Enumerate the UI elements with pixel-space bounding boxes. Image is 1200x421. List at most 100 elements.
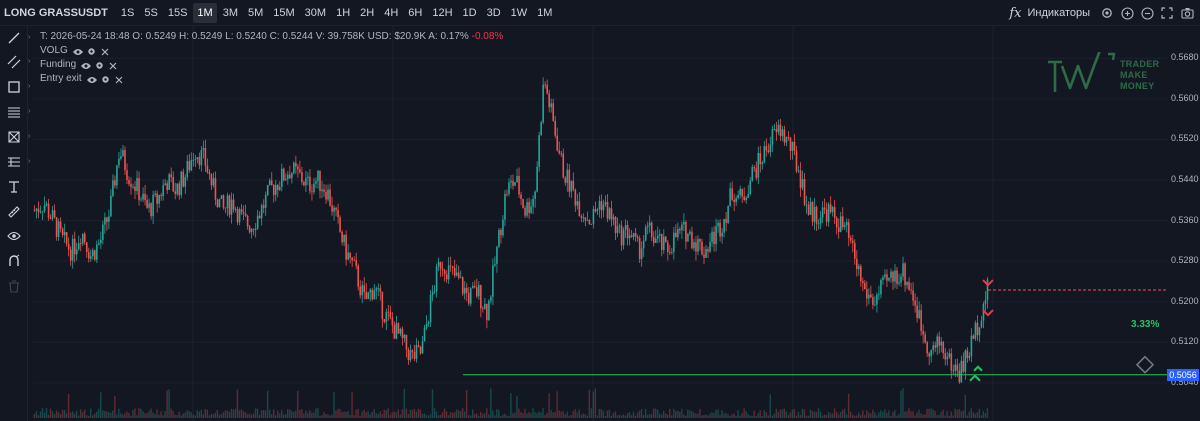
volume-bar bbox=[435, 411, 438, 418]
volume-bar bbox=[753, 410, 755, 418]
close-icon[interactable] bbox=[109, 61, 118, 70]
interval-1w-15[interactable]: 1W bbox=[510, 6, 528, 19]
pattern-icon[interactable] bbox=[4, 127, 24, 147]
trash-icon[interactable] bbox=[4, 276, 24, 296]
fullscreen-icon[interactable] bbox=[1160, 6, 1174, 20]
symbol-title[interactable]: LONG GRASSUSDT bbox=[4, 6, 108, 19]
ruler-icon[interactable] bbox=[4, 202, 24, 222]
candle-body bbox=[602, 204, 605, 211]
interval-3d-14[interactable]: 3D bbox=[486, 6, 501, 19]
volume-bar bbox=[303, 413, 305, 418]
price-axis[interactable]: 0.5680 0.5600 0.5520 0.5440 0.5360 0.5280 0.52… bbox=[1168, 26, 1200, 421]
candle-body bbox=[894, 270, 896, 282]
eye-icon[interactable] bbox=[81, 61, 92, 70]
volume-bar bbox=[628, 412, 631, 418]
camera-icon[interactable] bbox=[1180, 6, 1194, 20]
volume-bar bbox=[144, 413, 146, 418]
volume-bar bbox=[660, 414, 663, 418]
candle-body bbox=[172, 177, 175, 192]
interval-4h-10[interactable]: 4H bbox=[384, 6, 399, 19]
volume-bar bbox=[508, 415, 510, 418]
volume-bar bbox=[150, 408, 152, 418]
expand-arrow-icon[interactable]: › bbox=[28, 58, 31, 65]
candle-body bbox=[711, 231, 713, 242]
volume-bar bbox=[904, 411, 906, 418]
interval-2h-9[interactable]: 2H bbox=[360, 6, 375, 19]
candle-body bbox=[799, 170, 802, 188]
candle-body bbox=[681, 224, 683, 231]
expand-arrow-icon[interactable]: › bbox=[28, 158, 31, 165]
interval-6h-11[interactable]: 6H bbox=[408, 6, 423, 19]
zoom-in-icon[interactable] bbox=[1120, 6, 1134, 20]
expand-arrow-icon[interactable]: › bbox=[28, 34, 31, 41]
candle-body bbox=[397, 323, 400, 334]
volume-bar bbox=[186, 410, 188, 418]
interval-5s-1[interactable]: 5S bbox=[144, 6, 158, 19]
volume-bar bbox=[930, 408, 932, 418]
gear-icon[interactable] bbox=[87, 47, 96, 56]
candle-body bbox=[866, 289, 868, 299]
magnet-icon[interactable] bbox=[4, 251, 24, 271]
zoom-out-icon[interactable] bbox=[1140, 6, 1154, 20]
price-chart[interactable] bbox=[33, 26, 1168, 421]
volume-bar bbox=[656, 409, 659, 418]
volume-bar bbox=[570, 415, 572, 418]
interval-1h-8[interactable]: 1H bbox=[336, 6, 351, 19]
candle-body bbox=[148, 203, 150, 208]
close-icon[interactable] bbox=[101, 47, 110, 56]
gear-icon[interactable] bbox=[95, 61, 104, 70]
interval-15s-2[interactable]: 15S bbox=[167, 6, 188, 19]
candle-body bbox=[106, 217, 108, 222]
interval-30m-7[interactable]: 30M bbox=[304, 6, 327, 19]
gear-icon[interactable] bbox=[101, 75, 110, 84]
interval-1d-13[interactable]: 1D bbox=[462, 6, 477, 19]
expand-arrow-icon[interactable]: › bbox=[28, 83, 31, 90]
candle-body bbox=[528, 202, 530, 213]
candle-body bbox=[797, 170, 800, 172]
expand-arrow-icon[interactable]: › bbox=[28, 108, 31, 115]
volume-bar bbox=[417, 408, 420, 418]
candle-body bbox=[178, 183, 181, 196]
candle-body bbox=[747, 193, 750, 198]
volume-bar bbox=[116, 414, 118, 418]
parallel-channel-icon[interactable] bbox=[4, 52, 24, 72]
volume-bar bbox=[37, 415, 40, 418]
volume-bar bbox=[488, 414, 490, 418]
candle-body bbox=[693, 242, 695, 249]
indicators-button[interactable]: Индикаторы bbox=[1027, 7, 1090, 19]
measure-icon[interactable] bbox=[4, 152, 24, 172]
volume-bar bbox=[425, 415, 428, 418]
interval-3m-4[interactable]: 3M bbox=[222, 6, 238, 19]
expand-arrow-icon[interactable]: › bbox=[28, 133, 31, 140]
eye-icon[interactable] bbox=[4, 226, 24, 246]
interval-5m-5[interactable]: 5M bbox=[247, 6, 264, 19]
volume-bar bbox=[381, 414, 383, 418]
volume-bar bbox=[932, 409, 934, 418]
text-tool-icon[interactable] bbox=[4, 177, 24, 197]
indicator-row: VOLG bbox=[40, 44, 503, 58]
candle-body bbox=[898, 282, 900, 284]
interval-1s-0[interactable]: 1S bbox=[120, 6, 135, 19]
trend-line-icon[interactable] bbox=[4, 28, 24, 48]
volume-bar bbox=[524, 408, 526, 418]
interval-1m-3[interactable]: 1M bbox=[193, 2, 217, 23]
eye-icon[interactable] bbox=[86, 75, 97, 84]
interval-12h-12[interactable]: 12H bbox=[432, 6, 453, 19]
eye-icon[interactable] bbox=[72, 47, 83, 56]
interval-1m-16[interactable]: 1M bbox=[537, 6, 553, 19]
fib-retracement-icon[interactable] bbox=[4, 102, 24, 122]
interval-15m-6[interactable]: 15M bbox=[273, 6, 295, 19]
close-icon[interactable] bbox=[115, 75, 124, 84]
volume-bar bbox=[393, 411, 395, 418]
candle-body bbox=[829, 204, 832, 212]
candle-body bbox=[59, 221, 62, 229]
volume-bar bbox=[874, 412, 876, 418]
candle-body bbox=[387, 311, 390, 313]
volume-bar bbox=[576, 412, 578, 418]
volume-bar bbox=[55, 410, 58, 418]
rectangle-icon[interactable] bbox=[4, 77, 24, 97]
fx-icon[interactable]: fx bbox=[1009, 5, 1022, 21]
candle-body bbox=[339, 217, 341, 232]
settings-gear-icon[interactable] bbox=[1100, 6, 1114, 20]
volume-bar bbox=[938, 414, 940, 418]
